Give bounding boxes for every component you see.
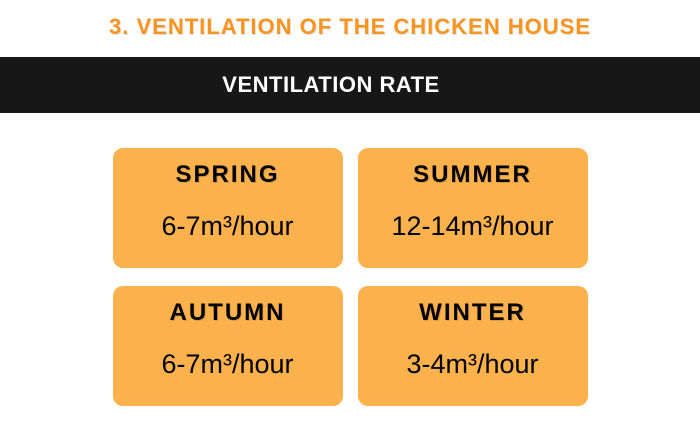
card-spring: SPRING 6-7m³/hour: [112, 148, 343, 268]
section-banner-label: VENTILATION RATE: [222, 72, 440, 97]
card-summer-title: SUMMER: [413, 161, 532, 188]
card-autumn-rate: 6-7m³/hour: [161, 349, 294, 379]
card-winter: WINTER 3-4m³/hour: [357, 286, 588, 406]
card-winter-title: WINTER: [419, 299, 526, 326]
section-banner: VENTILATION RATE: [0, 57, 700, 113]
card-spring-rate: 6-7m³/hour: [161, 211, 294, 241]
card-autumn: AUTUMN 6-7m³/hour: [112, 286, 343, 406]
card-spring-title: SPRING: [175, 161, 280, 188]
page-title: 3. VENTILATION OF THE CHICKEN HOUSE: [109, 14, 591, 39]
card-winter-rate: 3-4m³/hour: [406, 349, 539, 379]
card-summer: SUMMER 12-14m³/hour: [357, 148, 588, 268]
card-summer-rate: 12-14m³/hour: [391, 211, 554, 241]
season-cards-grid: SPRING 6-7m³/hour SUMMER 12-14m³/hour AU…: [112, 148, 588, 406]
card-autumn-title: AUTUMN: [169, 299, 286, 326]
